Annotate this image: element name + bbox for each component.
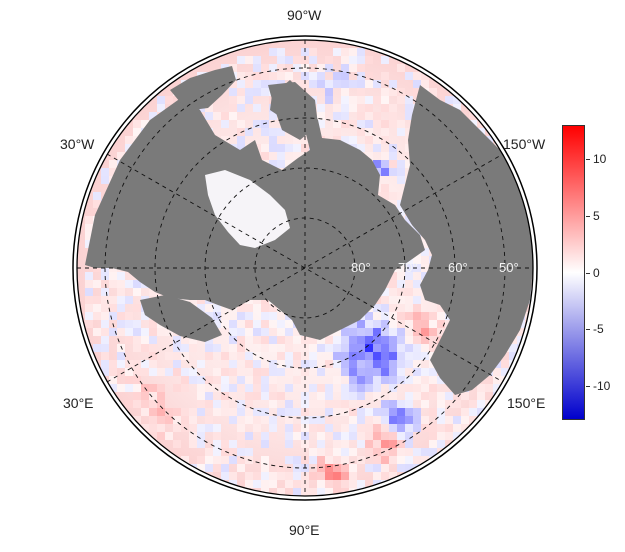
greenland-ice: [205, 170, 290, 248]
canadian-archipelago-land: [268, 82, 318, 140]
colorbar-tick-label: -5: [593, 322, 604, 337]
lon-label-top: 90°W: [287, 7, 322, 23]
colorbar-tick: [586, 215, 590, 217]
lon-label-upper-left: 30°W: [60, 136, 95, 152]
small-island-land: [185, 228, 195, 242]
graticule: [77, 40, 533, 496]
colorbar-tick-label: -10: [593, 378, 611, 393]
scandinavia-land: [140, 295, 222, 342]
arctic-islands-land: [245, 280, 270, 300]
lat-label-70: 70°: [398, 260, 418, 275]
colorbar: [562, 125, 585, 420]
colorbar-tick-label: 10: [593, 152, 607, 167]
colorbar-tick: [586, 272, 590, 274]
map-outer-border: [72, 35, 538, 501]
eurasia-land-right: [400, 85, 533, 395]
lat-label-60: 60°: [448, 260, 468, 275]
colorbar-tick-label: 5: [593, 208, 600, 223]
map-border: [76, 39, 534, 497]
lon-label-upper-right: 150°W: [503, 136, 546, 152]
alaska-land: [170, 66, 236, 110]
lon-label-lower-left: 30°E: [63, 395, 94, 411]
lon-label-lower-right: 150°E: [507, 395, 546, 411]
colorbar-tick: [586, 329, 590, 331]
colorbar-tick: [586, 159, 590, 161]
lon-label-bottom: 90°E: [289, 522, 320, 538]
lat-label-80: 80°: [351, 260, 371, 275]
colorbar-tick-label: 0: [593, 265, 600, 280]
colorbar-tick: [586, 385, 590, 387]
lat-label-50: 50°: [499, 260, 519, 275]
